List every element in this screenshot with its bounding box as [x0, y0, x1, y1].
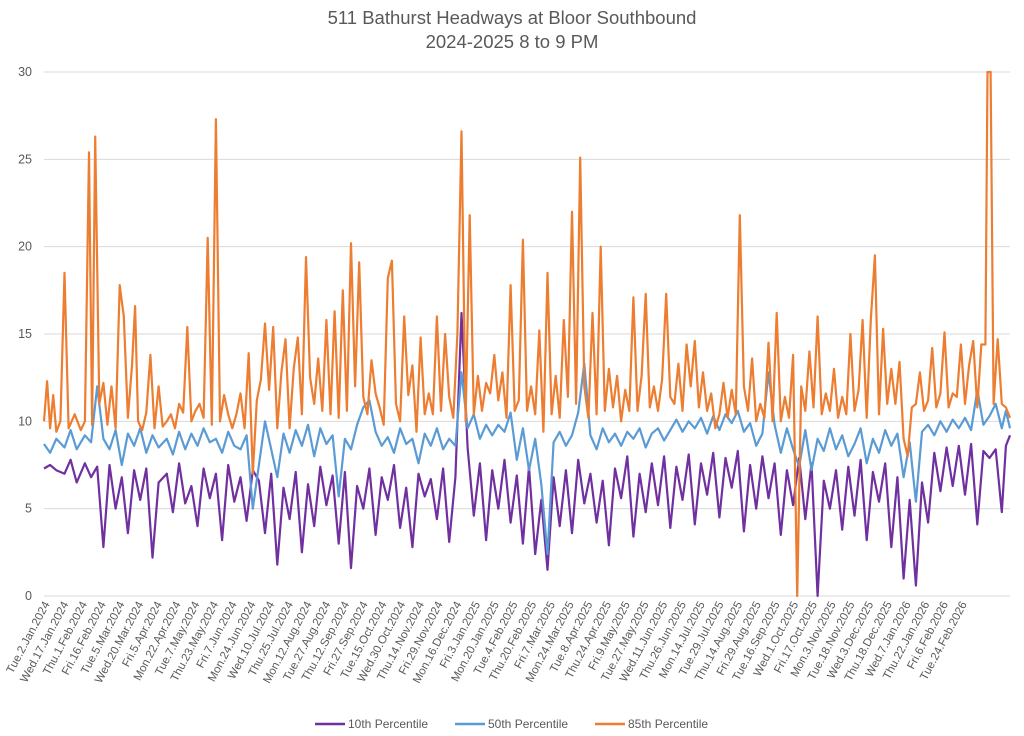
y-tick-label: 0: [25, 589, 32, 603]
chart-title: 511 Bathurst Headways at Bloor Southboun…: [328, 7, 697, 28]
series-line-50th-percentile: [43, 362, 1012, 556]
legend-label: 10th Percentile: [348, 717, 428, 731]
series-lines: [42, 70, 1012, 598]
legend-label: 85th Percentile: [628, 717, 708, 731]
legend-item: 85th Percentile: [595, 717, 708, 731]
y-tick-label: 5: [25, 502, 32, 516]
y-axis: 0 5 10 15 20 25 30: [18, 65, 32, 603]
chart-subtitle: 2024-2025 8 to 9 PM: [426, 31, 599, 52]
legend: 10th Percentile 50th Percentile 85th Perce…: [315, 717, 708, 731]
legend-item: 10th Percentile: [315, 717, 428, 731]
legend-item: 50th Percentile: [455, 717, 568, 731]
y-tick-label: 25: [18, 152, 32, 166]
series-line-10th-percentile: [43, 311, 1012, 598]
x-axis: Tue.2.Jan.2024Wed.17.Jan.2024Thu.1.Feb.2…: [5, 599, 970, 685]
series-line-85th-percentile: [42, 70, 1012, 598]
legend-label: 50th Percentile: [488, 717, 568, 731]
y-tick-label: 10: [18, 414, 32, 428]
y-tick-label: 20: [18, 240, 32, 254]
y-tick-label: 15: [18, 327, 32, 341]
y-tick-label: 30: [18, 65, 32, 79]
